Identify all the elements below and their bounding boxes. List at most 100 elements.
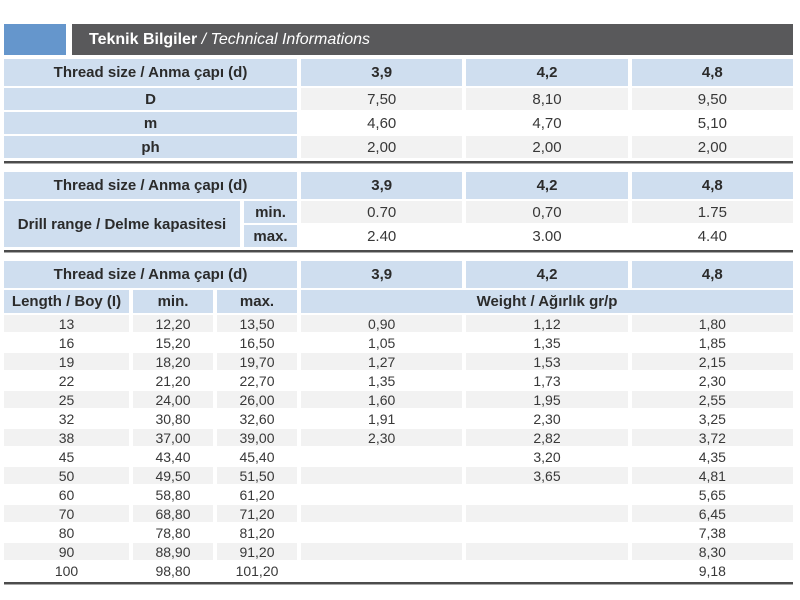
table-end-rule <box>4 250 793 253</box>
length-cell: 16 <box>4 334 129 351</box>
size-header-cell: 4,8 <box>631 59 793 86</box>
max-cell: 39,00 <box>217 429 297 446</box>
weight-cell: 1,05 <box>301 334 463 351</box>
length-header-cell: Length / Boy (I) <box>4 290 129 313</box>
weight-cell: 6,45 <box>631 505 793 522</box>
weight-cell: 2,30 <box>466 410 628 427</box>
min-cell: 15,20 <box>133 334 213 351</box>
drill-table: Thread size / Anma çapı (d) 3,9 4,2 4,8 … <box>4 172 793 247</box>
value-cell: 4.40 <box>631 225 793 247</box>
weight-cell <box>301 486 463 503</box>
weight-cell: 1,27 <box>301 353 463 370</box>
length-cell: 38 <box>4 429 129 446</box>
min-cell: 88,90 <box>133 543 213 560</box>
weight-cell: 4,35 <box>631 448 793 465</box>
thread-size-header-cell: Thread size / Anma çapı (d) <box>4 172 297 199</box>
weight-cell <box>301 448 463 465</box>
min-cell: 24,00 <box>133 391 213 408</box>
size-header-cell: 4,2 <box>466 59 628 86</box>
length-cell: 70 <box>4 505 129 522</box>
weight-cell <box>301 562 463 579</box>
length-cell: 32 <box>4 410 129 427</box>
title-bar: Teknik Bilgiler / Technical Informations <box>4 24 793 55</box>
weight-cell: 3,72 <box>631 429 793 446</box>
max-cell: 32,60 <box>217 410 297 427</box>
minmax-label-cell: max. <box>244 225 297 247</box>
brand-color-block <box>4 24 66 55</box>
row-label-cell: ph <box>4 136 297 158</box>
dimensions-table: Thread size / Anma çapı (d) 3,9 4,2 4,8 … <box>4 59 793 158</box>
row-label-cell: m <box>4 112 297 134</box>
weight-cell <box>301 505 463 522</box>
table-end-rule <box>4 582 793 585</box>
weight-cell: 3,25 <box>631 410 793 427</box>
weight-cell: 0,90 <box>301 315 463 332</box>
size-header-cell: 3,9 <box>301 172 463 199</box>
weight-cell: 3,65 <box>466 467 628 484</box>
weight-cell: 7,38 <box>631 524 793 541</box>
value-cell: 2,00 <box>631 136 793 158</box>
weight-header-cell: Weight / Ağırlık gr/p <box>301 290 793 313</box>
length-cell: 100 <box>4 562 129 579</box>
size-header-cell: 4,8 <box>631 261 793 288</box>
value-cell: 0.70 <box>301 201 463 223</box>
weight-cell <box>466 505 628 522</box>
min-cell: 58,80 <box>133 486 213 503</box>
max-cell: 81,20 <box>217 524 297 541</box>
weight-cell: 1,80 <box>631 315 793 332</box>
minmax-label-cell: min. <box>244 201 297 223</box>
length-cell: 45 <box>4 448 129 465</box>
size-header-cell: 4,2 <box>466 172 628 199</box>
thread-size-header-cell: Thread size / Anma çapı (d) <box>4 59 297 86</box>
weight-cell: 1,73 <box>466 372 628 389</box>
weight-cell: 2,30 <box>301 429 463 446</box>
weight-cell: 1,35 <box>466 334 628 351</box>
weight-cell: 4,81 <box>631 467 793 484</box>
weight-cell: 2,55 <box>631 391 793 408</box>
length-cell: 60 <box>4 486 129 503</box>
length-cell: 25 <box>4 391 129 408</box>
page-title: Teknik Bilgiler <box>89 30 198 48</box>
length-cell: 19 <box>4 353 129 370</box>
weight-cell: 9,18 <box>631 562 793 579</box>
max-cell: 26,00 <box>217 391 297 408</box>
value-cell: 8,10 <box>466 88 628 110</box>
weight-cell: 8,30 <box>631 543 793 560</box>
weight-cell: 1,85 <box>631 334 793 351</box>
length-table: Thread size / Anma çapı (d) 3,9 4,2 4,8 … <box>4 261 793 579</box>
min-header-cell: min. <box>133 290 213 313</box>
min-cell: 30,80 <box>133 410 213 427</box>
weight-cell: 1,12 <box>466 315 628 332</box>
size-header-cell: 3,9 <box>301 261 463 288</box>
row-label-cell: D <box>4 88 297 110</box>
page: Teknik Bilgiler / Technical Informations… <box>4 24 793 585</box>
weight-cell: 1,60 <box>301 391 463 408</box>
value-cell: 2.40 <box>301 225 463 247</box>
value-cell: 2,00 <box>301 136 463 158</box>
max-cell: 51,50 <box>217 467 297 484</box>
page-subtitle: / Technical Informations <box>197 30 371 48</box>
max-cell: 13,50 <box>217 315 297 332</box>
weight-cell: 1,53 <box>466 353 628 370</box>
weight-cell <box>301 543 463 560</box>
value-cell: 7,50 <box>301 88 463 110</box>
min-cell: 21,20 <box>133 372 213 389</box>
thread-size-header-cell: Thread size / Anma çapı (d) <box>4 261 297 288</box>
value-cell: 5,10 <box>631 112 793 134</box>
weight-cell: 1,91 <box>301 410 463 427</box>
size-header-cell: 4,8 <box>631 172 793 199</box>
max-cell: 71,20 <box>217 505 297 522</box>
weight-cell <box>301 524 463 541</box>
value-cell: 1.75 <box>631 201 793 223</box>
weight-cell: 2,15 <box>631 353 793 370</box>
table-end-rule <box>4 161 793 164</box>
weight-cell <box>466 543 628 560</box>
value-cell: 0,70 <box>466 201 628 223</box>
min-cell: 49,50 <box>133 467 213 484</box>
min-cell: 68,80 <box>133 505 213 522</box>
min-cell: 12,20 <box>133 315 213 332</box>
value-cell: 4,60 <box>301 112 463 134</box>
drill-range-label-cell: Drill range / Delme kapasitesi <box>4 201 240 247</box>
weight-cell: 1,35 <box>301 372 463 389</box>
size-header-cell: 4,2 <box>466 261 628 288</box>
